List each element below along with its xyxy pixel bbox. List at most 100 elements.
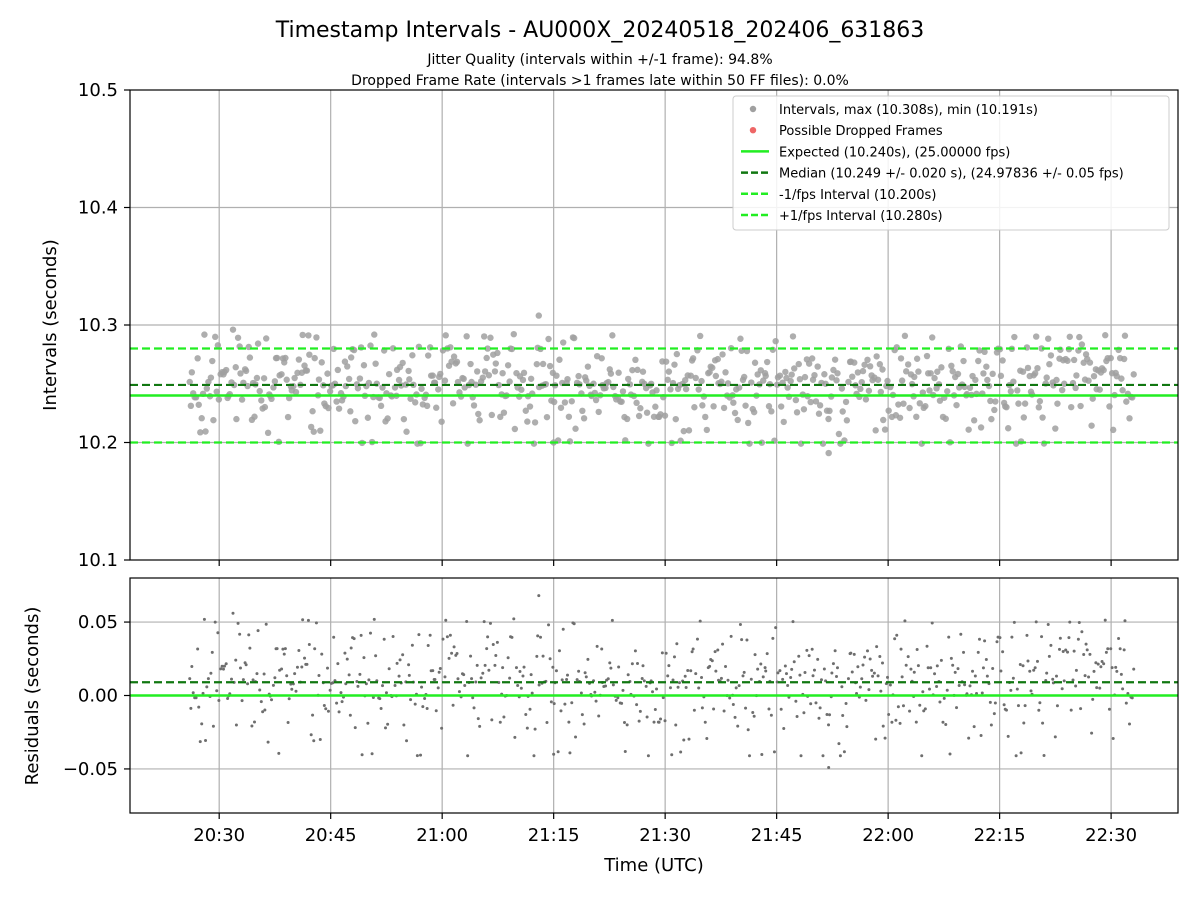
interval-point xyxy=(1046,360,1053,368)
residual-point xyxy=(821,754,825,758)
interval-point xyxy=(1007,388,1015,395)
residual-point xyxy=(371,696,375,700)
interval-point xyxy=(667,386,674,393)
interval-point xyxy=(942,415,949,422)
interval-point xyxy=(433,404,440,411)
interval-point xyxy=(310,428,317,435)
residual-point xyxy=(925,644,929,648)
residual-point xyxy=(215,689,219,693)
interval-point xyxy=(1038,345,1045,352)
residual-point xyxy=(476,717,480,721)
residual-point xyxy=(485,647,489,651)
residual-point xyxy=(845,725,849,729)
interval-point xyxy=(680,427,687,435)
legend-box xyxy=(732,95,1170,231)
residual-point xyxy=(689,669,693,673)
residual-point xyxy=(929,666,933,670)
interval-point xyxy=(1021,400,1029,407)
residual-point xyxy=(374,654,378,658)
residual-point xyxy=(258,688,262,692)
residual-point xyxy=(695,637,699,641)
interval-point xyxy=(583,377,590,384)
interval-point xyxy=(352,417,359,425)
residual-point xyxy=(262,672,266,676)
residual-point xyxy=(263,708,267,712)
residual-point xyxy=(1055,704,1059,708)
residual-point xyxy=(909,667,913,671)
residual-point xyxy=(318,737,322,741)
residual-point xyxy=(660,651,664,655)
interval-point xyxy=(237,370,244,377)
residual-point xyxy=(407,663,411,667)
interval-point xyxy=(623,415,631,423)
interval-point xyxy=(671,361,678,368)
interval-point xyxy=(843,417,851,424)
residual-point xyxy=(664,651,668,655)
interval-point xyxy=(999,357,1006,364)
residual-point xyxy=(190,664,194,668)
residual-point xyxy=(863,655,867,659)
residual-point xyxy=(285,674,289,678)
residual-point xyxy=(210,650,214,654)
residual-point xyxy=(366,721,370,725)
interval-point xyxy=(695,386,702,393)
residual-point xyxy=(300,665,304,669)
residual-point xyxy=(972,725,976,729)
residual-point xyxy=(552,702,556,706)
residual-point xyxy=(674,723,678,727)
residual-point xyxy=(833,649,837,653)
interval-point xyxy=(812,398,820,405)
interval-point xyxy=(258,397,265,404)
residual-point xyxy=(939,658,943,662)
interval-point xyxy=(877,388,885,396)
residual-point xyxy=(906,655,910,659)
residual-point xyxy=(1107,707,1111,711)
interval-point xyxy=(762,372,769,380)
interval-point xyxy=(325,404,332,412)
interval-point xyxy=(198,415,205,422)
interval-point xyxy=(1043,374,1050,381)
interval-point xyxy=(488,411,496,419)
interval-point xyxy=(307,423,315,431)
residual-point xyxy=(1062,679,1066,683)
residual-point xyxy=(423,697,427,700)
interval-point xyxy=(1039,414,1046,421)
interval-point xyxy=(330,345,337,353)
residual-point xyxy=(606,677,610,681)
residual-point xyxy=(451,703,455,707)
residual-point xyxy=(1002,703,1006,707)
residual-point xyxy=(525,726,529,730)
interval-point xyxy=(561,399,569,406)
intervals-y-tick-label: 10.5 xyxy=(78,80,118,101)
interval-point xyxy=(692,374,699,382)
interval-point xyxy=(234,334,242,341)
residual-point xyxy=(1041,721,1045,725)
residual-point xyxy=(1016,704,1020,708)
interval-point xyxy=(197,429,204,436)
residual-point xyxy=(810,647,814,651)
legend-label: +1/fps Interval (10.280s) xyxy=(779,209,943,224)
residual-point xyxy=(625,723,629,727)
residual-point xyxy=(608,661,612,665)
interval-point xyxy=(1014,387,1021,394)
interval-point xyxy=(793,409,801,416)
residual-point xyxy=(301,618,305,622)
interval-point xyxy=(345,375,353,383)
residual-point xyxy=(731,703,735,706)
interval-point xyxy=(647,380,655,388)
interval-point xyxy=(615,369,622,376)
interval-point xyxy=(1015,400,1022,407)
interval-point xyxy=(311,354,318,362)
interval-point xyxy=(533,360,541,368)
residuals-x-ticks: 20:30 20:45 21:00 21:15 21:30 21:45 22:00 22:15… xyxy=(193,813,1137,846)
interval-point xyxy=(983,363,990,370)
interval-point xyxy=(246,354,254,361)
residuals-y-ticks: −0.05 0.00 0.05 xyxy=(63,612,130,780)
interval-point xyxy=(687,372,694,379)
interval-point xyxy=(449,400,457,407)
residual-point xyxy=(659,717,663,721)
interval-point xyxy=(333,398,340,405)
interval-point xyxy=(499,369,506,377)
residual-point xyxy=(671,678,675,682)
residual-point xyxy=(349,646,353,650)
